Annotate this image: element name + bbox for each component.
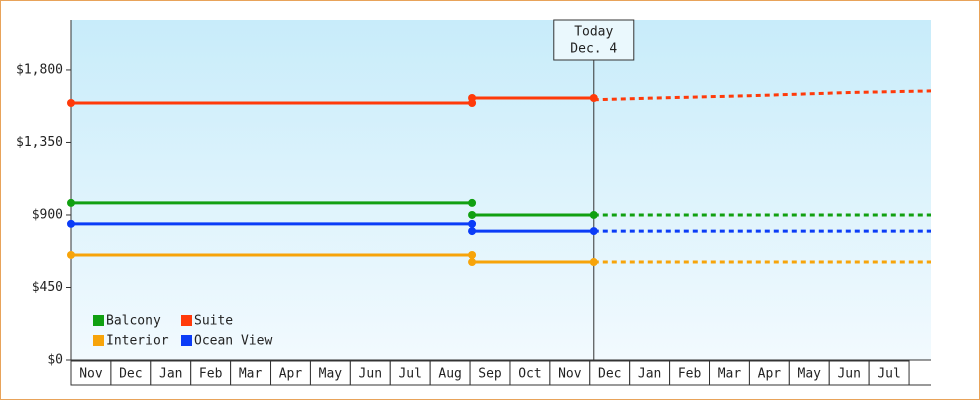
legend-swatch — [181, 315, 192, 326]
x-tick-label: Jan — [159, 367, 182, 382]
plot-area — [71, 20, 931, 360]
x-tick-label: Aug — [438, 367, 461, 382]
price-point — [468, 219, 477, 228]
x-tick-label: Oct — [518, 367, 541, 382]
price-line — [71, 222, 594, 233]
legend-label: Balcony — [106, 314, 161, 329]
price-line — [71, 96, 594, 105]
price-point — [468, 198, 477, 207]
price-point — [589, 93, 598, 102]
price-point — [589, 210, 598, 219]
price-point — [67, 250, 75, 259]
price-point — [468, 93, 477, 102]
x-cell — [868, 360, 910, 386]
price-point — [67, 198, 75, 207]
legend-swatch — [93, 315, 104, 326]
x-cell — [429, 360, 471, 386]
today-date: Dec. 4 — [570, 42, 617, 57]
x-cell — [788, 360, 830, 386]
x-cell — [349, 360, 391, 386]
x-tick-label: May — [319, 367, 343, 382]
x-cell — [190, 360, 232, 386]
y-tick-label: $0 — [47, 353, 63, 368]
y-tick-label: $1,350 — [16, 135, 63, 150]
x-cell — [589, 360, 631, 386]
legend-label: Ocean View — [194, 334, 272, 349]
x-tick-label: Apr — [279, 367, 303, 382]
price-point — [468, 250, 477, 259]
x-cell — [509, 360, 551, 386]
x-tick-label: Dec — [119, 367, 142, 382]
today-box — [553, 19, 635, 61]
price-line — [71, 201, 594, 217]
forecast-line — [593, 89, 932, 102]
x-cell — [110, 360, 152, 386]
x-tick-label: Jun — [359, 367, 382, 382]
y-tick-label: $900 — [32, 207, 63, 222]
x-tick-label: Mar — [718, 367, 742, 382]
x-tick-label: Feb — [678, 367, 702, 382]
legend-swatch — [93, 335, 104, 346]
x-cell — [709, 360, 750, 386]
x-tick-label: Feb — [199, 367, 223, 382]
price-point — [589, 227, 598, 236]
x-cell — [270, 360, 311, 386]
legend-label: Suite — [194, 314, 233, 329]
x-tick-label: May — [798, 367, 822, 382]
x-tick-label: Dec — [598, 367, 621, 382]
price-point — [589, 258, 598, 267]
x-tick-label: Jan — [638, 367, 661, 382]
legend-swatch — [181, 335, 192, 346]
x-tick-label: Apr — [758, 367, 782, 382]
x-cell — [748, 360, 790, 386]
y-tick-label: $1,800 — [16, 62, 63, 77]
price-point — [468, 210, 477, 219]
x-tick-label: Nov — [79, 367, 103, 382]
x-cell — [828, 360, 870, 386]
x-tick-label: Jul — [877, 367, 900, 382]
price-point — [468, 227, 477, 236]
today-label: Today — [574, 25, 613, 40]
legend-label: Interior — [106, 334, 169, 349]
y-tick-label: $450 — [32, 280, 63, 295]
x-tick-label: Jun — [837, 367, 860, 382]
x-cell — [629, 360, 671, 386]
price-line — [71, 253, 594, 264]
x-tick-label: Sep — [478, 367, 502, 382]
price-point — [468, 258, 477, 267]
x-tick-label: Mar — [239, 367, 263, 382]
price-point — [67, 98, 75, 107]
x-tick-label: Jul — [398, 367, 421, 382]
x-tick-label: Nov — [558, 367, 582, 382]
price-point — [67, 219, 75, 228]
